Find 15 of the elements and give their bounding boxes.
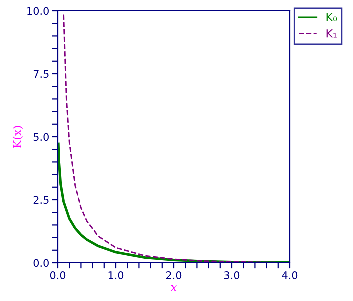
x-tick-label: 0.0 [50,272,66,280]
x-tick-label: 2.0 [166,272,182,280]
x-tick-label: 4.0 [282,272,298,280]
y-tick-label: 0.0 [34,259,49,268]
x-tick-label: 1.0 [108,272,124,280]
line-series [63,14,290,263]
y-tick-label: 5.0 [34,133,49,142]
y-tick-label: 7.5 [34,70,49,78]
y-axis-title: K(x) [12,126,24,148]
legend-label: K₁ [326,30,337,38]
legend-label: K₀ [326,13,338,22]
x-axis-title: x [170,285,177,292]
x-tick-label: 3.0 [224,272,240,280]
y-tick-label: 2.5 [34,196,49,204]
y-tick-label: 10.0 [28,7,49,16]
